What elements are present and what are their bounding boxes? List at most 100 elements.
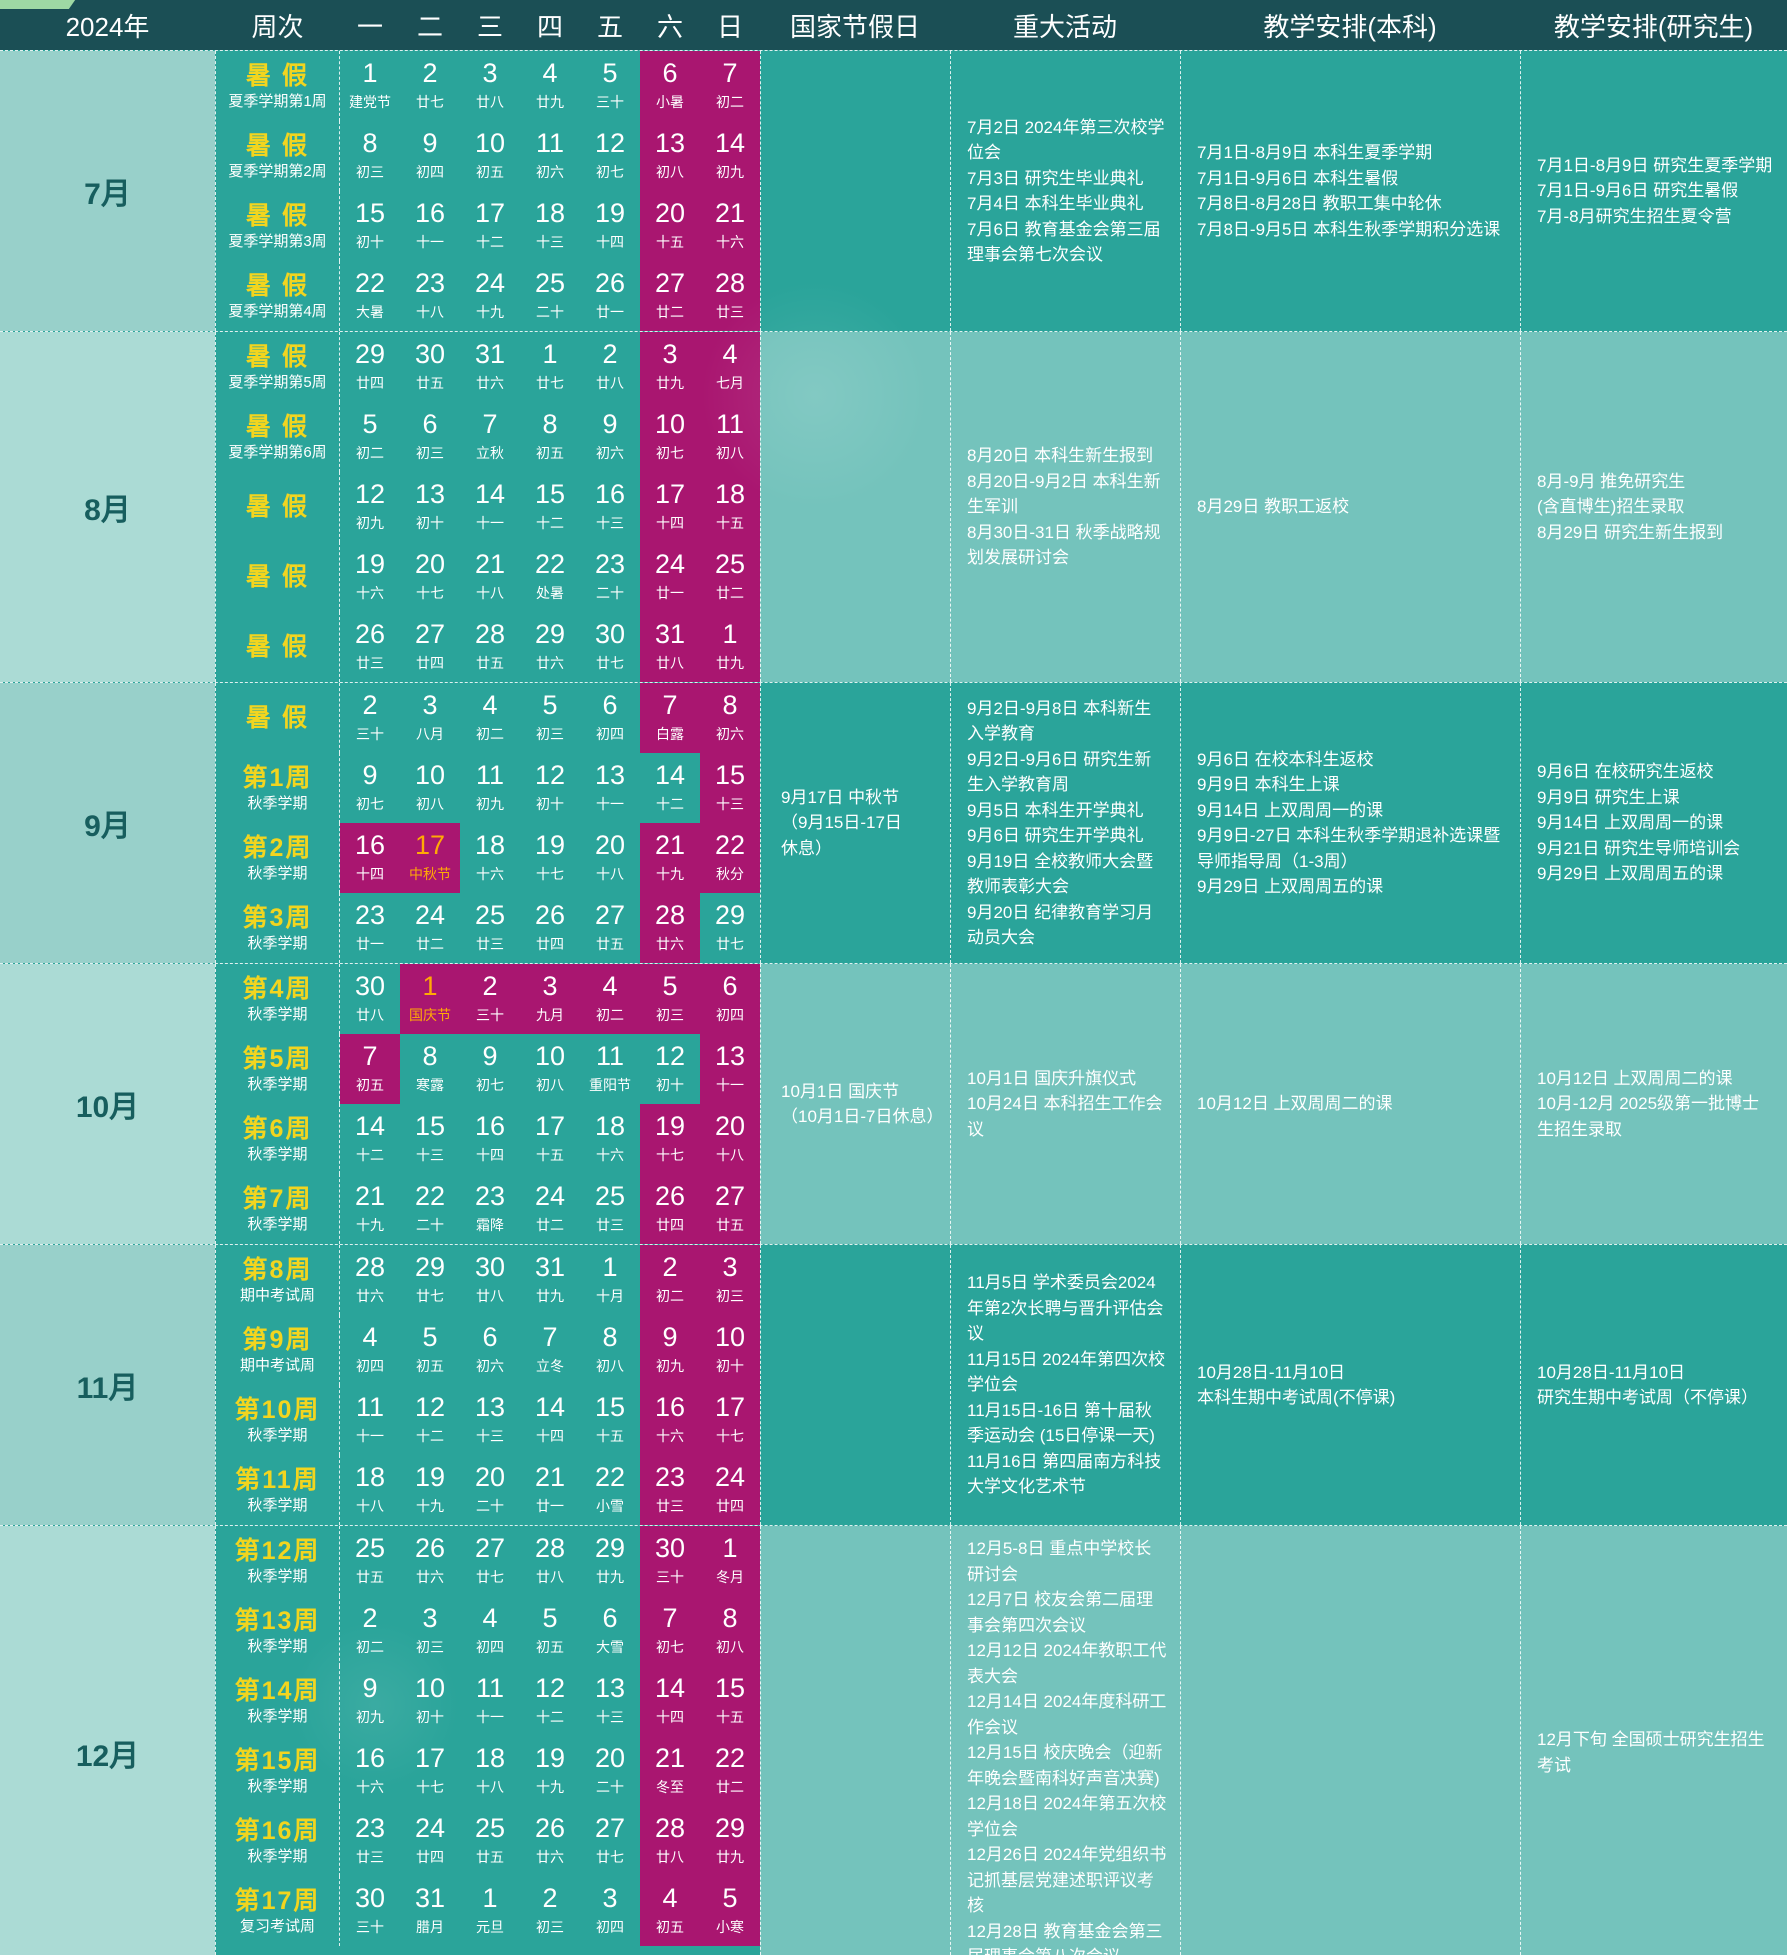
week-row: 第16周 秋季学期 23 廿三 24 廿四 25 廿五 26 廿六 27 廿七 28 廿八 29 廿九 [216, 1806, 760, 1876]
day-number: 15 [594, 1392, 626, 1422]
day-lunar: 立秋 [476, 444, 504, 461]
day-number: 29 [414, 1252, 446, 1282]
day-number: 21 [714, 198, 746, 228]
week-days: 16 十四 17 中秋节 18 十六 19 十七 20 十八 21 十九 22 秋分 [339, 823, 760, 893]
day-number: 17 [714, 1392, 746, 1422]
week-row: 第3周 秋季学期 23 廿一 24 廿二 25 廿三 26 廿四 27 廿五 28 廿六 29 廿七 [216, 893, 760, 963]
day-cell: 2 初二 [340, 1596, 400, 1666]
day-cell: 14 十二 [640, 753, 700, 823]
day-lunar: 初三 [416, 444, 444, 461]
holiday-cell-text [761, 1743, 793, 1763]
day-lunar: 十八 [596, 865, 624, 882]
month-column: 11月 [0, 1245, 215, 1525]
day-number: 30 [414, 339, 446, 369]
week-row: 暑 假 19 十六 20 十七 21 十八 22 处暑 23 二十 24 廿一 25 廿二 [216, 542, 760, 612]
day-cell: 15 十五 [580, 1385, 640, 1455]
pg-arrangements-cell: 10月28日-11月10日 研究生期中考试周（不停课） [1520, 1245, 1787, 1525]
month-label: 9月 [84, 810, 131, 843]
day-cell: 9 初四 [400, 121, 460, 191]
day-number: 20 [654, 198, 686, 228]
day-number: 29 [714, 1813, 746, 1843]
day-number: 15 [714, 760, 746, 790]
day-number: 13 [414, 479, 446, 509]
day-cell: 15 初十 [340, 191, 400, 261]
day-cell: 20 十七 [400, 542, 460, 612]
day-lunar: 初七 [476, 1076, 504, 1093]
day-cell: 29 廿九 [700, 1806, 760, 1876]
day-cell: 12 初十 [640, 1034, 700, 1104]
day-cell: 18 十五 [700, 472, 760, 542]
day-lunar: 初九 [716, 163, 744, 180]
day-cell: 31 廿八 [640, 612, 700, 682]
day-cell: 30 廿八 [460, 1245, 520, 1315]
day-cell: 16 十六 [340, 1736, 400, 1806]
day-cell: 1 元旦 [460, 1876, 520, 1946]
holiday-cell [760, 1526, 950, 1955]
day-lunar: 初八 [716, 444, 744, 461]
day-cell: 3 九月 [520, 964, 580, 1034]
day-number: 23 [414, 268, 446, 298]
day-lunar: 七月 [716, 374, 744, 391]
week-row: 暑 假夏季学期第3周 15 初十 16 十一 17 十二 18 十三 19 十四 20 十五 21 十六 [216, 191, 760, 261]
day-lunar: 廿五 [596, 935, 624, 952]
day-lunar: 廿七 [416, 93, 444, 110]
day-cell: 24 廿四 [700, 1455, 760, 1525]
day-lunar: 初三 [356, 163, 384, 180]
day-number: 13 [594, 1673, 626, 1703]
holiday-cell-text [761, 497, 793, 517]
day-cell: 10 初五 [460, 121, 520, 191]
day-cell: 24 廿四 [400, 1806, 460, 1876]
day-lunar: 廿二 [656, 303, 684, 320]
day-cell: 13 初十 [400, 472, 460, 542]
day-cell: 2 三十 [460, 964, 520, 1034]
ug-arrangements-cell-text: 10月28日-11月10日 本科生期中考试周(不停课) [1197, 1362, 1396, 1408]
day-number: 21 [474, 549, 506, 579]
week-sublabel: 秋季学期 [247, 1777, 308, 1795]
month-label: 7月 [84, 178, 131, 211]
ug-arrangements-cell: 10月28日-11月10日 本科生期中考试周(不停课) [1180, 1245, 1520, 1525]
day-lunar: 建党节 [349, 93, 391, 110]
week-row: 第11周 秋季学期 18 十八 19 十九 20 二十 21 廿一 22 小雪 23 廿三 24 廿四 [216, 1455, 760, 1525]
week-label: 第10周 [234, 1396, 321, 1424]
day-number: 1 [362, 58, 378, 88]
day-cell: 16 十一 [400, 191, 460, 261]
day-lunar: 秋分 [716, 865, 744, 882]
day-lunar: 廿六 [656, 935, 684, 952]
week-row: 第14周 秋季学期 9 初九 10 初十 11 十一 12 十二 13 十三 14 十四 15 十五 [216, 1666, 760, 1736]
day-cell: 22 秋分 [700, 823, 760, 893]
day-cell: 21 十六 [700, 191, 760, 261]
week-days: 2 三十 3 八月 4 初二 5 初三 6 初四 7 白露 8 初六 [339, 683, 760, 753]
day-lunar: 十一 [596, 795, 624, 812]
day-cell: 11 重阳节 [580, 1034, 640, 1104]
day-lunar: 三十 [656, 1568, 684, 1585]
day-lunar: 十三 [476, 1427, 504, 1444]
week-label-cell: 第1周 秋季学期 [216, 753, 339, 823]
day-lunar: 初二 [356, 1638, 384, 1655]
day-cell: 3 初四 [580, 1876, 640, 1946]
ug-arrangements-cell-text: 8月29日 教职工返校 [1197, 497, 1350, 517]
day-number: 1 [602, 1252, 618, 1282]
day-number: 29 [594, 1533, 626, 1563]
day-cell: 2 三十 [340, 683, 400, 753]
week-label-cell: 第7周 秋季学期 [216, 1174, 339, 1244]
week-label-cell: 第10周 秋季学期 [216, 1385, 339, 1455]
day-lunar: 廿一 [656, 584, 684, 601]
day-lunar: 廿九 [656, 374, 684, 391]
day-lunar: 十七 [536, 865, 564, 882]
day-number: 5 [362, 409, 378, 439]
day-cell: 1 建党节 [340, 51, 400, 121]
week-row: 暑 假夏季学期第6周 5 初二 6 初三 7 立秋 8 初五 9 初六 10 初七 11 初八 [216, 402, 760, 472]
ug-arrangements-cell: 9月6日 在校本科生返校 9月9日 本科生上课 9月14日 上双周周一的课 9月… [1180, 683, 1520, 963]
week-row: 暑 假夏季学期第1周 1 建党节 2 廿七 3 廿八 4 廿九 5 三十 6 小暑 7 初二 [216, 51, 760, 121]
day-lunar: 处暑 [536, 584, 564, 601]
day-lunar: 十九 [656, 865, 684, 882]
day-cell: 12 初七 [580, 121, 640, 191]
week-row: 第13周 秋季学期 2 初二 3 初三 4 初四 5 初五 6 大雪 7 初七 8 初八 [216, 1596, 760, 1666]
month-block: 12月 第12周 秋季学期 25 廿五 26 廿六 27 廿七 28 廿八 29 廿九 30 三十 1 冬月 第1… [0, 1525, 1787, 1955]
week-label-cell: 第11周 秋季学期 [216, 1455, 339, 1525]
day-lunar: 初七 [656, 444, 684, 461]
week-label-cell: 第16周 秋季学期 [216, 1806, 339, 1876]
day-lunar: 十二 [416, 1427, 444, 1444]
week-sublabel: 秋季学期 [247, 1496, 308, 1514]
pg-arrangements-cell-text: 10月28日-11月10日 研究生期中考试周（不停课） [1537, 1362, 1758, 1408]
